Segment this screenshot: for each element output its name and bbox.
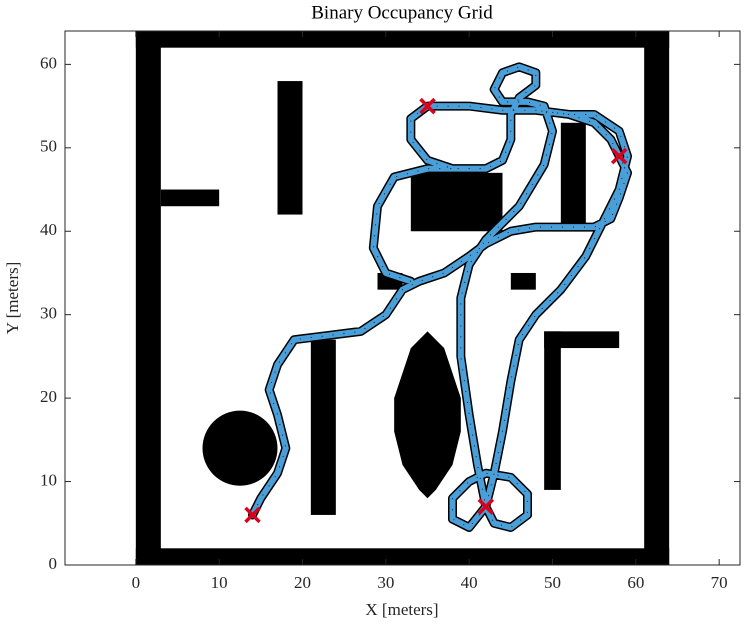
obstacle (135, 31, 670, 48)
obstacle (510, 272, 536, 290)
obstacles (135, 31, 670, 565)
x-tick-label: 0 (132, 573, 141, 592)
axes-box (64, 30, 741, 566)
x-tick-label: 40 (461, 573, 478, 592)
obstacle (277, 81, 303, 215)
waypoint (610, 147, 628, 165)
obstacle (135, 548, 670, 565)
obstacle (644, 31, 670, 565)
y-tick-label: 20 (40, 387, 57, 406)
x-axis-label: X [meters] (365, 600, 438, 619)
chart-title: Binary Occupancy Grid (311, 2, 493, 23)
x-tick-label: 10 (211, 573, 228, 592)
x-tick-label: 70 (711, 573, 728, 592)
obstacle (135, 31, 161, 565)
obstacle-polygon (394, 331, 461, 499)
obstacle (310, 339, 336, 515)
y-tick-label: 50 (40, 137, 57, 156)
waypoint (244, 506, 261, 524)
path-center (252, 66, 628, 528)
x-tick-label: 50 (544, 573, 561, 592)
obstacle (410, 172, 503, 232)
obstacle (544, 331, 620, 349)
x-tick-label: 30 (377, 573, 394, 592)
waypoint-stroke (244, 506, 261, 524)
x-tick-label: 60 (627, 573, 644, 592)
path-layer (244, 62, 632, 532)
waypoint (477, 498, 495, 515)
waypoint-stroke (419, 97, 436, 115)
x-tick-label: 20 (294, 573, 311, 592)
y-tick-label: 10 (40, 470, 57, 489)
waypoint-stroke (477, 498, 495, 515)
waypoint-stroke (610, 147, 628, 165)
y-axis-label: Y [meters] (3, 262, 22, 335)
obstacle-circle (202, 410, 278, 486)
waypoint (419, 97, 436, 115)
y-tick-label: 30 (40, 304, 57, 323)
obstacle (160, 189, 220, 207)
obstacle (544, 331, 561, 490)
y-tick-label: 40 (40, 220, 57, 239)
y-tick-label: 60 (40, 53, 57, 72)
y-tick-label: 0 (49, 554, 58, 573)
obstacle (560, 122, 586, 232)
